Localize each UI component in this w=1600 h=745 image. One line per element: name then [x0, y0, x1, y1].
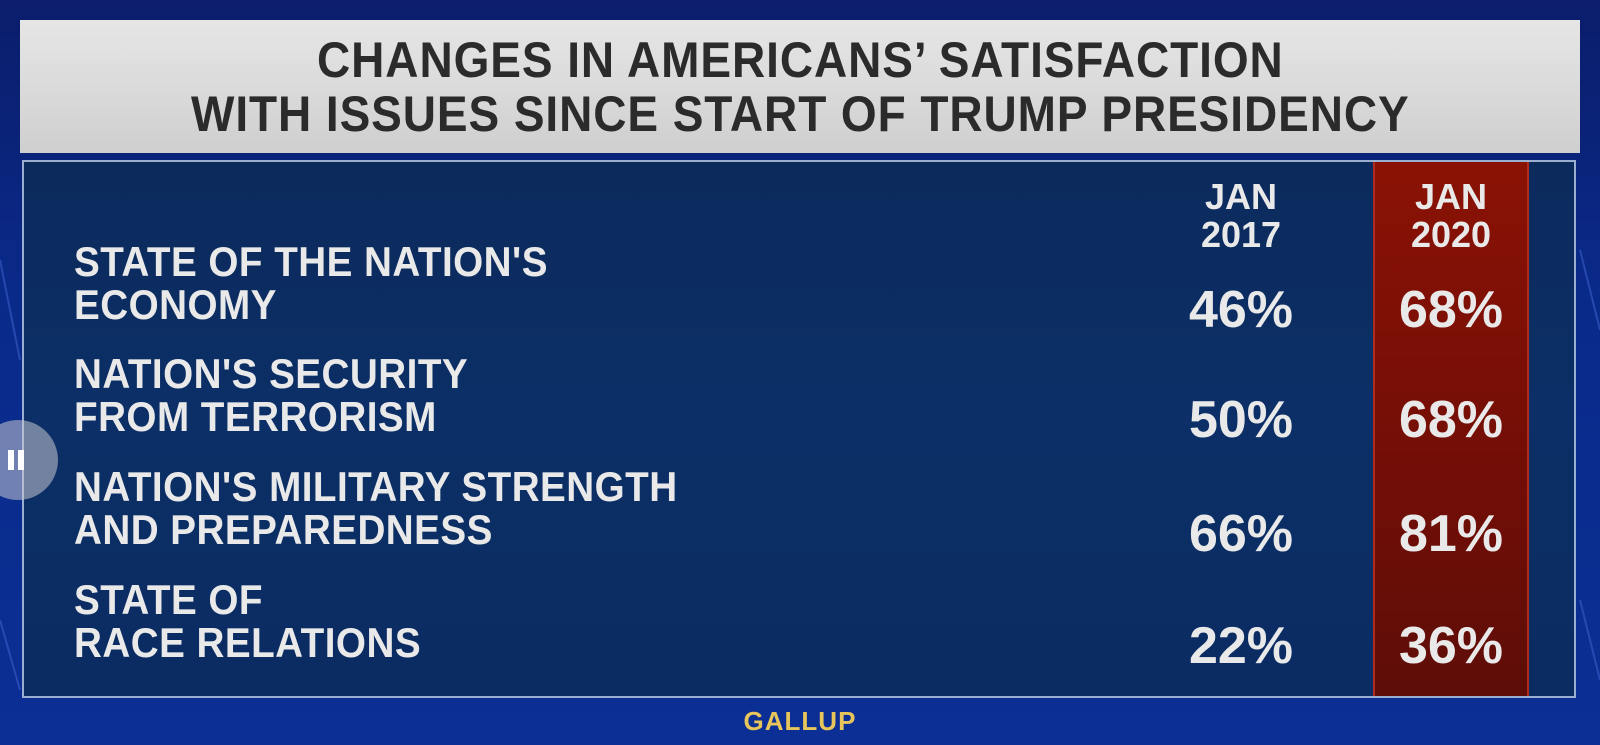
column-header-month: JAN	[1414, 176, 1488, 217]
row-label-line-1: NATION'S SECURITY	[74, 350, 469, 397]
cell-race-relations-2017: 22%	[1188, 617, 1294, 675]
column-header-month: JAN	[1204, 176, 1278, 217]
pause-icon	[8, 450, 14, 470]
row-label-line-2: ECONOMY	[74, 281, 277, 328]
row-label-line-2: RACE RELATIONS	[74, 619, 422, 666]
source-label: GALLUP	[743, 706, 857, 736]
row-label-line-2: AND PREPAREDNESS	[74, 506, 493, 553]
row-label-line-1: STATE OF THE NATION'S	[74, 238, 548, 285]
row-label-line-1: STATE OF	[74, 576, 264, 623]
cell-race-relations-2020: 36%	[1398, 617, 1504, 675]
cell-economy-2020: 68%	[1398, 281, 1504, 339]
chart-title-line-2: WITH ISSUES SINCE START OF TRUMP PRESIDE…	[190, 85, 1410, 142]
column-header-jan-2020: JAN 2020	[1376, 178, 1526, 254]
column-header-year: 2020	[1410, 214, 1492, 255]
column-header-jan-2017: JAN 2017	[1166, 178, 1316, 254]
cell-terrorism-2017: 50%	[1188, 391, 1294, 449]
row-label-line-1: NATION'S MILITARY STRENGTH	[74, 463, 678, 510]
column-highlight-jan-2020	[1373, 162, 1529, 696]
cell-economy-2017: 46%	[1188, 281, 1294, 339]
title-bar: CHANGES IN AMERICANS’ SATISFACTION WITH …	[20, 20, 1580, 153]
row-label-military: NATION'S MILITARY STRENGTH AND PREPAREDN…	[74, 465, 902, 551]
chart-title-line-1: CHANGES IN AMERICANS’ SATISFACTION	[316, 31, 1284, 88]
cell-military-2017: 66%	[1188, 505, 1294, 563]
row-label-economy: STATE OF THE NATION'S ECONOMY	[74, 240, 902, 326]
pause-icon	[18, 450, 24, 470]
cell-terrorism-2020: 68%	[1398, 391, 1504, 449]
row-label-terrorism: NATION'S SECURITY FROM TERRORISM	[74, 352, 902, 438]
row-label-line-2: FROM TERRORISM	[74, 393, 437, 440]
data-table: JAN 2017 JAN 2020 STATE OF THE NATION'S …	[22, 160, 1576, 698]
column-header-year: 2017	[1200, 214, 1282, 255]
cell-military-2020: 81%	[1398, 505, 1504, 563]
row-label-race-relations: STATE OF RACE RELATIONS	[74, 578, 902, 664]
